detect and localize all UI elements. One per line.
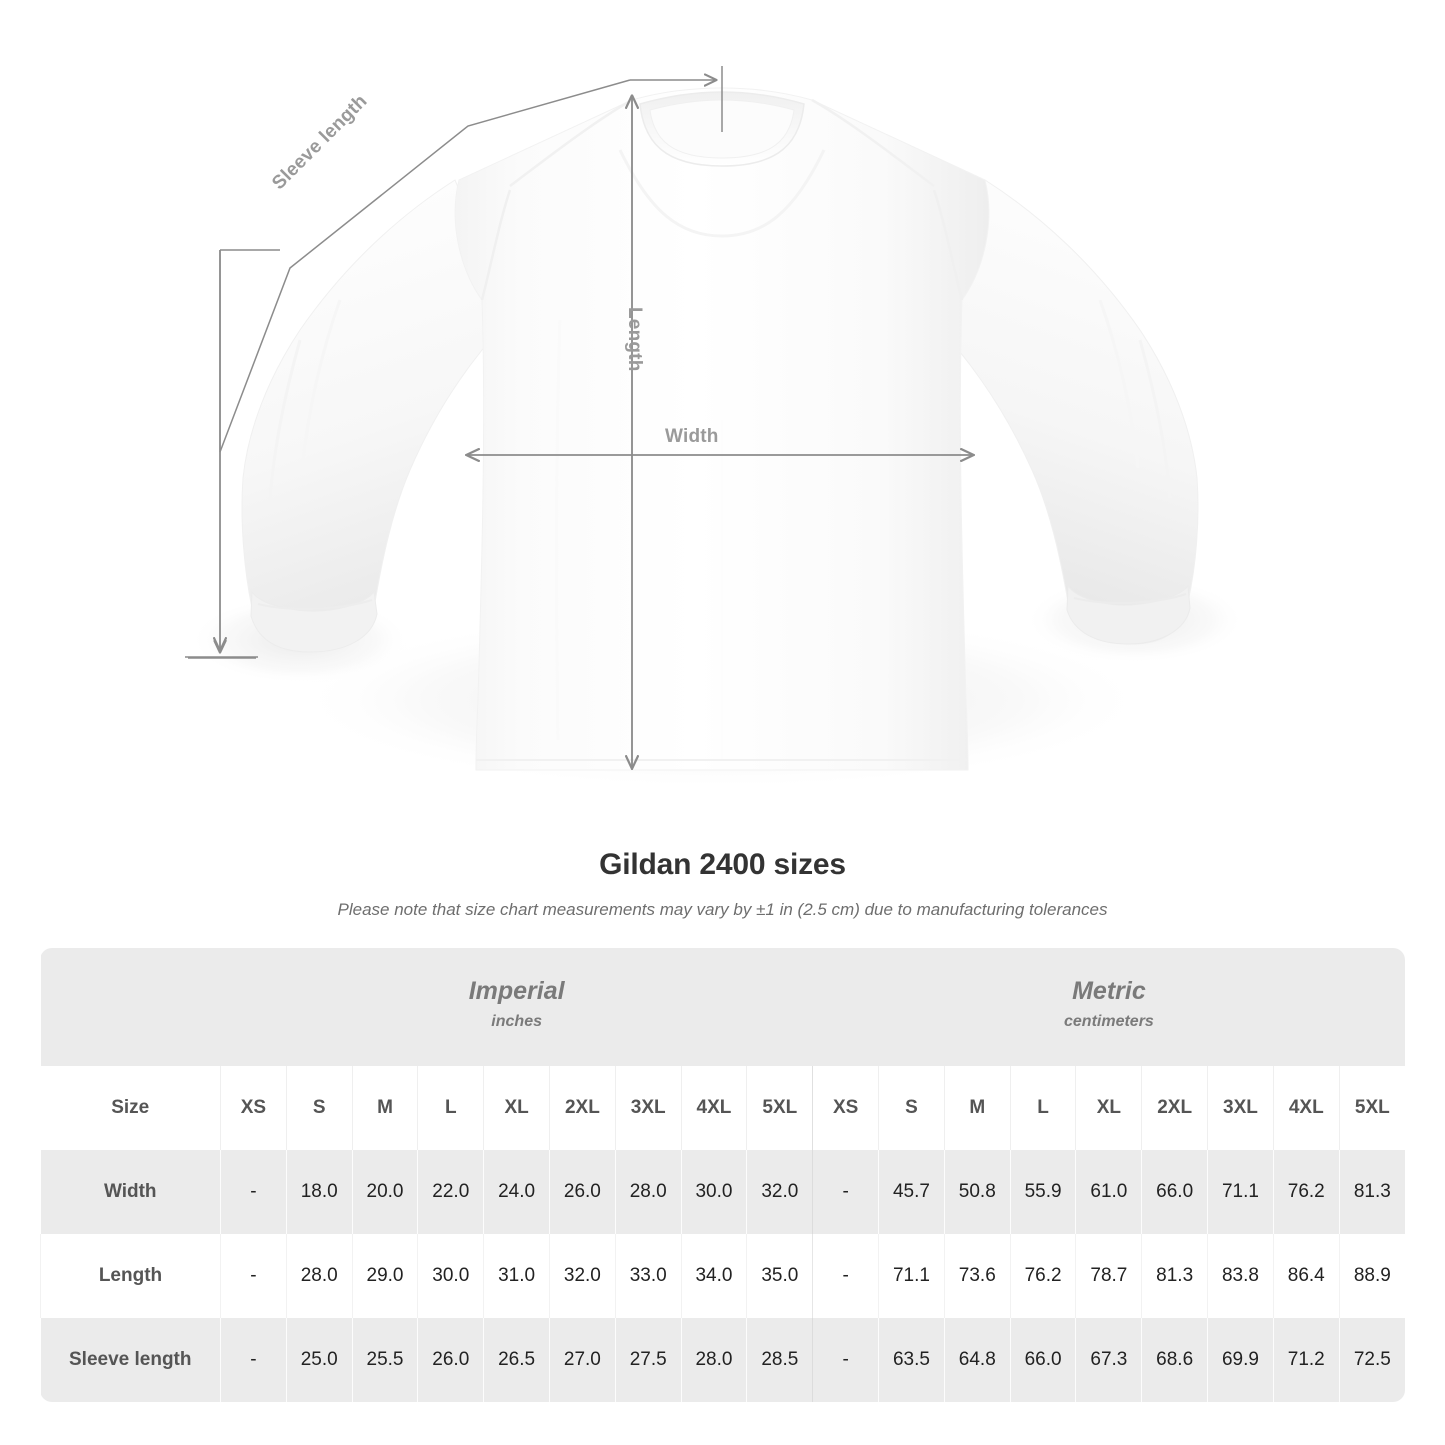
cell-metric: 66.0 bbox=[1009, 1318, 1076, 1402]
cell-imperial: 25.0 bbox=[285, 1318, 353, 1402]
cell-imperial: 26.5 bbox=[483, 1318, 550, 1402]
cell-metric: 55.9 bbox=[1009, 1150, 1076, 1234]
cell-imperial: 30.0 bbox=[680, 1150, 747, 1234]
cell-metric: 72.5 bbox=[1338, 1318, 1405, 1402]
cell-metric: 67.3 bbox=[1075, 1318, 1142, 1402]
size-header-metric-4xl: 4XL bbox=[1272, 1066, 1340, 1150]
cell-metric: - bbox=[812, 1150, 879, 1234]
cell-metric: 76.2 bbox=[1272, 1150, 1340, 1234]
page-title: Gildan 2400 sizes bbox=[599, 848, 846, 881]
group-header-imperial: Imperial inches bbox=[220, 948, 813, 1066]
size-header-metric-3xl: 3XL bbox=[1207, 1066, 1274, 1150]
group-subtitle-metric: centimeters bbox=[1064, 1013, 1154, 1031]
cell-metric: 61.0 bbox=[1075, 1150, 1142, 1234]
cell-metric: 71.1 bbox=[1207, 1150, 1274, 1234]
size-header-imperial-xl: XL bbox=[483, 1066, 550, 1150]
cell-imperial: 27.0 bbox=[548, 1318, 616, 1402]
cell-imperial: 24.0 bbox=[483, 1150, 550, 1234]
size-header-imperial-m: M bbox=[351, 1066, 418, 1150]
unit-group-header-row: Imperial inches Metric centimeters bbox=[40, 948, 1405, 1066]
size-header-metric-s: S bbox=[878, 1066, 945, 1150]
cell-imperial: 34.0 bbox=[680, 1234, 747, 1318]
cell-imperial: 25.5 bbox=[351, 1318, 418, 1402]
size-chart-table: Imperial inches Metric centimeters Size … bbox=[40, 948, 1405, 1402]
cell-imperial: 33.0 bbox=[614, 1234, 682, 1318]
size-header-metric-l: L bbox=[1009, 1066, 1076, 1150]
width-label: Width bbox=[665, 426, 719, 447]
tolerance-note: Please note that size chart measurements… bbox=[337, 900, 1108, 919]
cell-imperial: - bbox=[220, 1234, 287, 1318]
group-title-metric: Metric bbox=[1072, 977, 1146, 1006]
size-header-imperial-5xl: 5XL bbox=[746, 1066, 813, 1150]
cell-imperial: 28.5 bbox=[746, 1318, 813, 1402]
cell-imperial: 20.0 bbox=[351, 1150, 418, 1234]
cell-imperial: 22.0 bbox=[417, 1150, 484, 1234]
cell-imperial: 30.0 bbox=[417, 1234, 484, 1318]
cell-metric: 88.9 bbox=[1338, 1234, 1405, 1318]
cell-metric: 69.9 bbox=[1207, 1318, 1274, 1402]
cell-metric: 68.6 bbox=[1141, 1318, 1208, 1402]
cell-metric: 73.6 bbox=[943, 1234, 1011, 1318]
length-label: Length bbox=[624, 307, 645, 372]
cell-imperial: 28.0 bbox=[680, 1318, 747, 1402]
cell-imperial: 27.5 bbox=[614, 1318, 682, 1402]
cell-metric: 71.2 bbox=[1272, 1318, 1340, 1402]
size-header-label: Size bbox=[40, 1066, 221, 1150]
row-label-0: Width bbox=[40, 1150, 221, 1234]
size-header-imperial-xs: XS bbox=[220, 1066, 287, 1150]
size-header-imperial-l: L bbox=[417, 1066, 484, 1150]
size-header-metric-2xl: 2XL bbox=[1141, 1066, 1208, 1150]
table-row: Length -28.0 29.0 30.0 31.0 32.0 33.0 34.0 35.0-… bbox=[40, 1234, 1405, 1318]
cell-imperial: 32.0 bbox=[548, 1234, 616, 1318]
cell-imperial: - bbox=[220, 1150, 287, 1234]
garment-illustration: Sleeve length Length Width bbox=[185, 66, 1245, 790]
table-row: Sleeve length -25.0 25.5 26.0 26.5 27.0 27.5 28… bbox=[40, 1318, 1405, 1402]
cell-metric: 50.8 bbox=[943, 1150, 1011, 1234]
cell-metric: 66.0 bbox=[1141, 1150, 1208, 1234]
cell-metric: 63.5 bbox=[878, 1318, 945, 1402]
cell-imperial: 31.0 bbox=[483, 1234, 550, 1318]
cell-metric: 81.3 bbox=[1141, 1234, 1208, 1318]
cell-metric: 76.2 bbox=[1009, 1234, 1076, 1318]
size-header-imperial-2xl: 2XL bbox=[548, 1066, 616, 1150]
cell-imperial: 18.0 bbox=[285, 1150, 353, 1234]
caption-block: Gildan 2400 sizes Please note that size … bbox=[0, 828, 1445, 920]
size-chart-body: Width -18.0 20.0 22.0 24.0 26.0 28.0 30.0 32.0-4… bbox=[40, 1150, 1405, 1402]
cell-metric: 71.1 bbox=[878, 1234, 945, 1318]
cell-metric: - bbox=[812, 1318, 879, 1402]
size-header-metric-xl: XL bbox=[1075, 1066, 1142, 1150]
cell-imperial: 28.0 bbox=[285, 1234, 353, 1318]
cell-imperial: 26.0 bbox=[417, 1318, 484, 1402]
cell-metric: 81.3 bbox=[1338, 1150, 1405, 1234]
group-title-imperial: Imperial bbox=[468, 977, 565, 1006]
cell-imperial: - bbox=[220, 1318, 287, 1402]
size-header-metric-m: M bbox=[943, 1066, 1011, 1150]
size-header-imperial-3xl: 3XL bbox=[614, 1066, 682, 1150]
table-row: Width -18.0 20.0 22.0 24.0 26.0 28.0 30.0 32.0-4… bbox=[40, 1150, 1405, 1234]
cell-imperial: 32.0 bbox=[746, 1150, 813, 1234]
group-header-spacer bbox=[40, 948, 221, 1066]
cell-metric: - bbox=[812, 1234, 879, 1318]
size-header-metric-5xl: 5XL bbox=[1338, 1066, 1405, 1150]
cell-imperial: 35.0 bbox=[746, 1234, 813, 1318]
cell-metric: 78.7 bbox=[1075, 1234, 1142, 1318]
long-sleeve-shirt-image bbox=[190, 87, 1245, 790]
row-label-1: Length bbox=[40, 1234, 221, 1318]
size-header-row: Size XS S M L XL 2XL 3XL 4XL 5XL XS S M L XL 2XL 3XL 4XL… bbox=[40, 1066, 1405, 1150]
cell-metric: 64.8 bbox=[943, 1318, 1011, 1402]
cell-imperial: 29.0 bbox=[351, 1234, 418, 1318]
group-subtitle-imperial: inches bbox=[491, 1013, 542, 1031]
size-chart-table-wrapper: Imperial inches Metric centimeters Size … bbox=[40, 948, 1405, 1402]
cell-metric: 45.7 bbox=[878, 1150, 945, 1234]
size-header-imperial-4xl: 4XL bbox=[680, 1066, 747, 1150]
group-header-metric: Metric centimeters bbox=[812, 948, 1405, 1066]
size-header-metric-xs: XS bbox=[812, 1066, 879, 1150]
row-label-2: Sleeve length bbox=[40, 1318, 221, 1402]
cell-imperial: 26.0 bbox=[548, 1150, 616, 1234]
size-header-imperial-s: S bbox=[285, 1066, 353, 1150]
cell-imperial: 28.0 bbox=[614, 1150, 682, 1234]
cell-metric: 86.4 bbox=[1272, 1234, 1340, 1318]
cell-metric: 83.8 bbox=[1207, 1234, 1274, 1318]
